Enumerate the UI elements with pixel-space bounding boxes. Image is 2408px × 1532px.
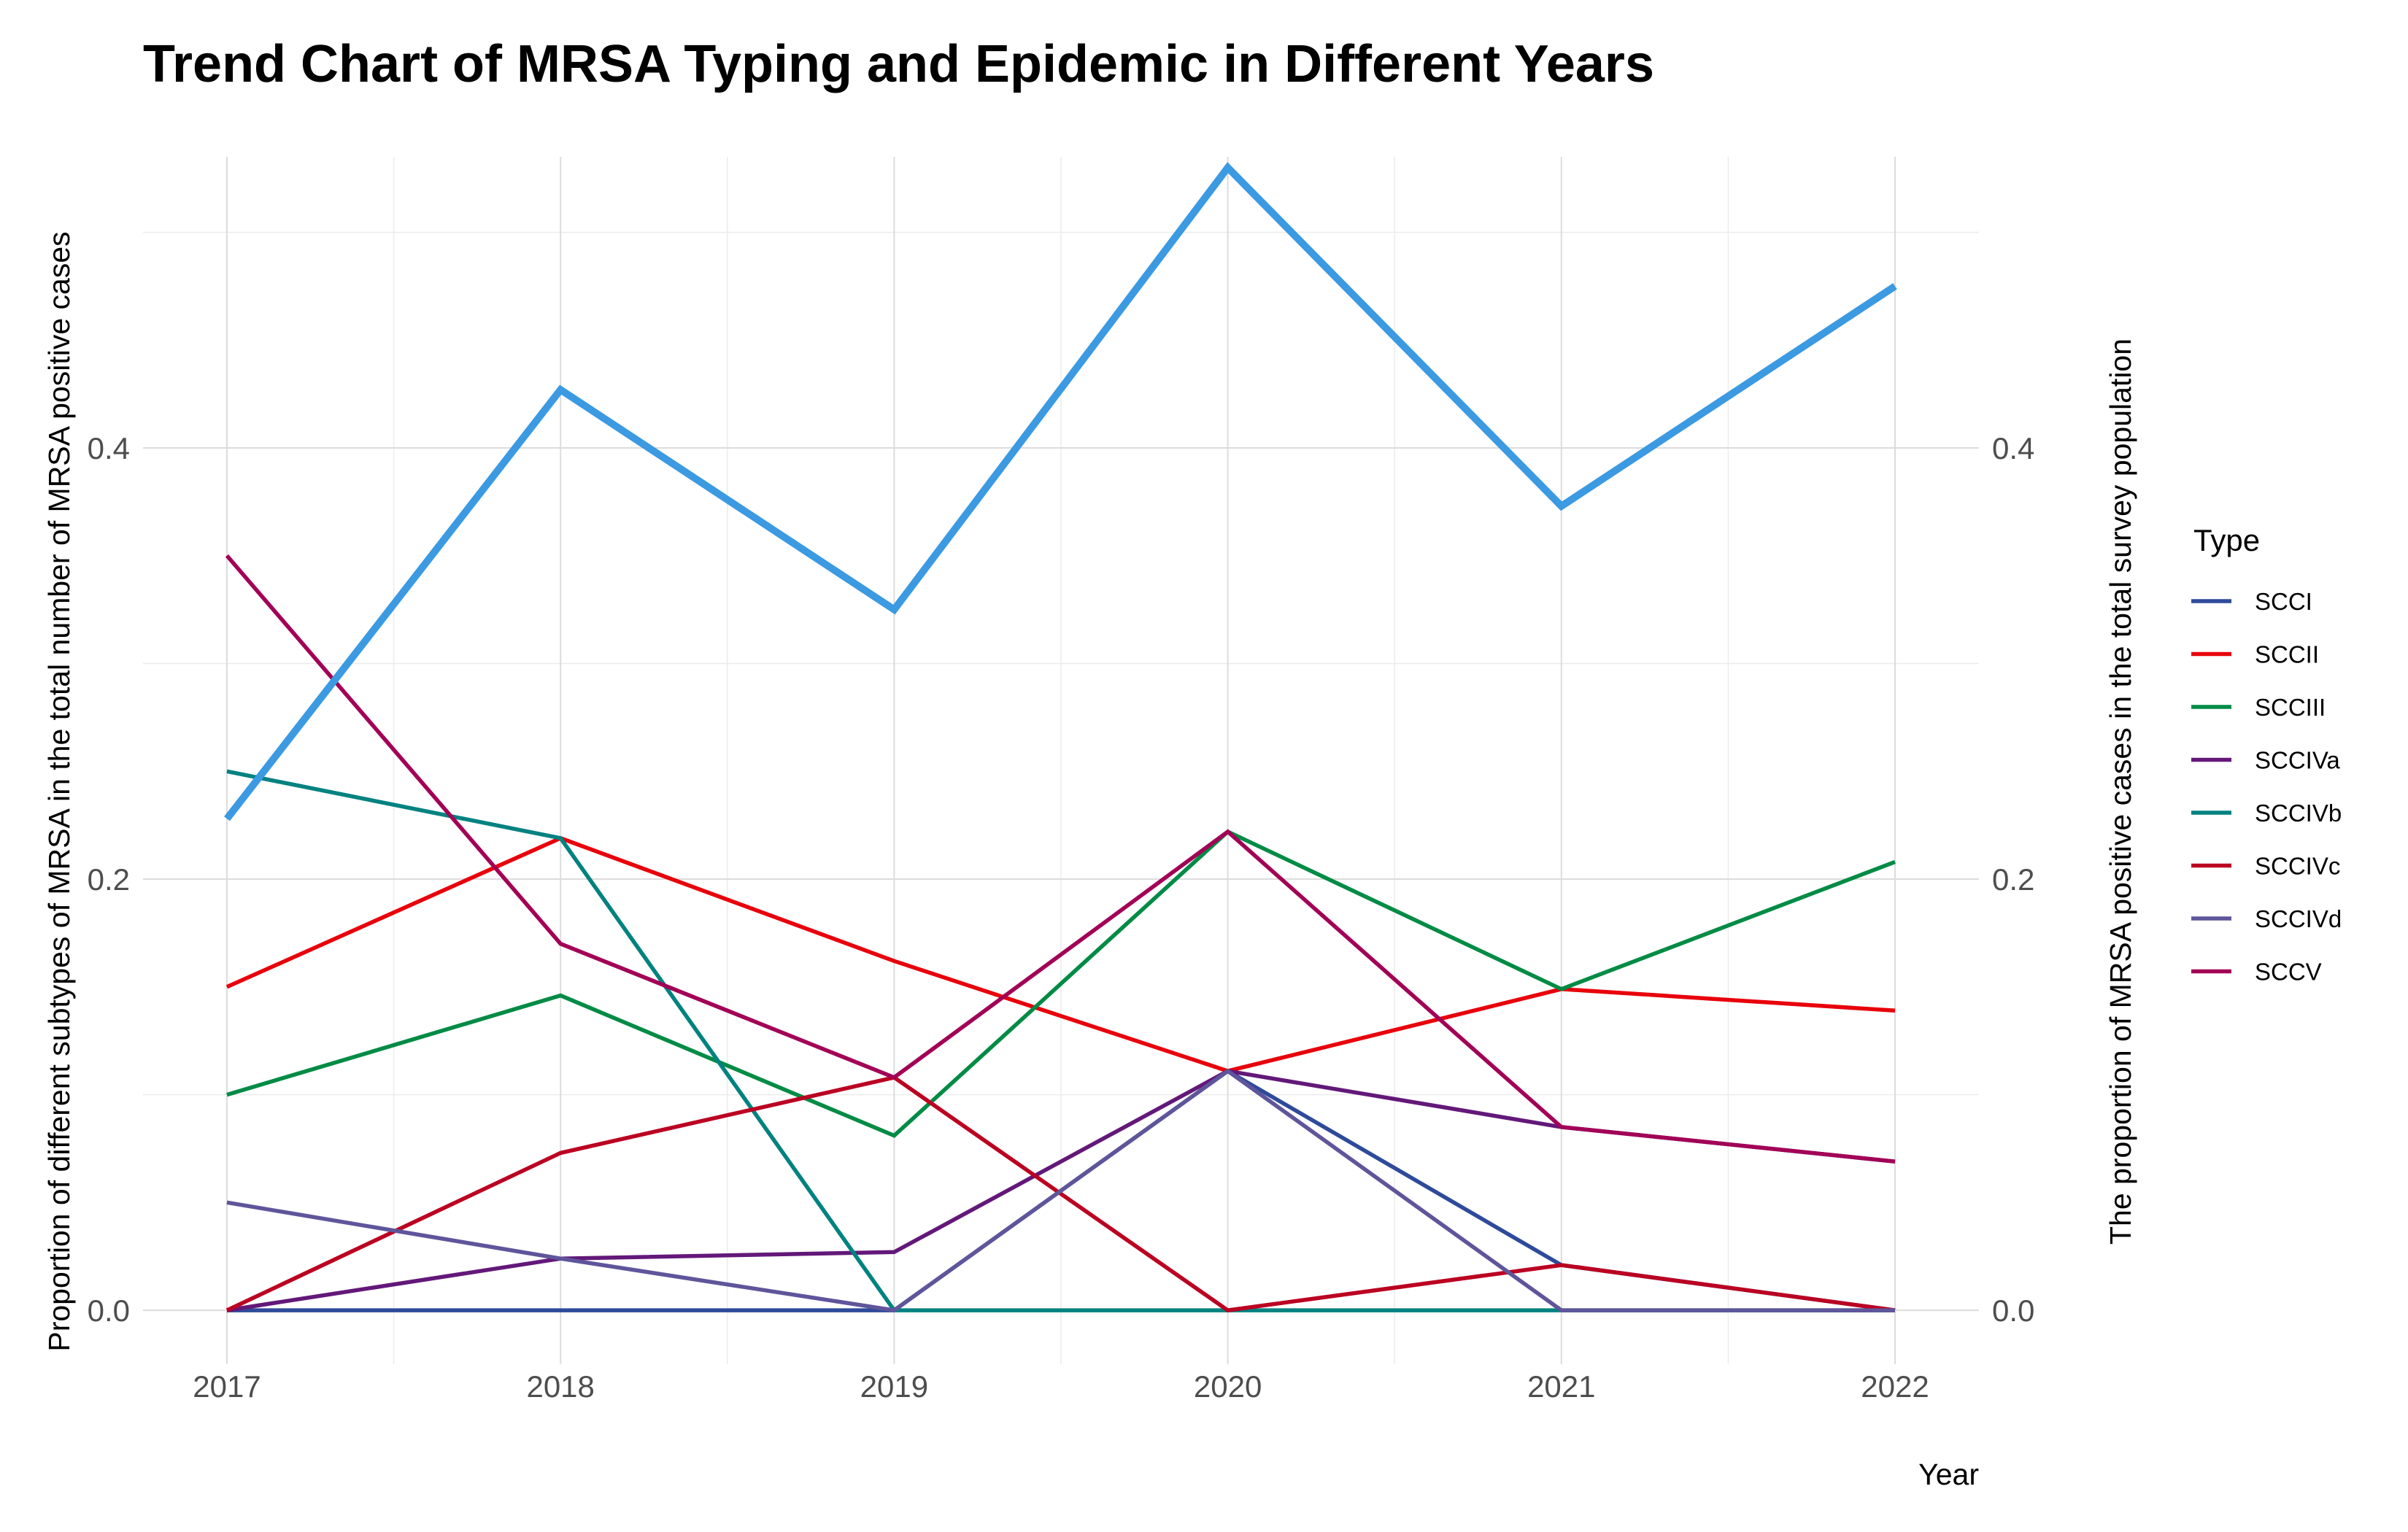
legend-label-sccivb: SCCIVb (2255, 800, 2342, 827)
y-axis-left-ticks: 0.0 0.2 0.4 (88, 431, 130, 1328)
x-tick-label: 2018 (526, 1369, 594, 1404)
series-line-scciii (226, 829, 1896, 1138)
legend: Type SCCI SCCII SCCIII SCCIVa SCCIVb SCCIVc SC… (2191, 523, 2342, 986)
series-lines (224, 162, 1897, 1312)
series-line-sccivc (225, 1075, 1896, 1312)
y-axis-right-ticks: 0.0 0.2 0.4 (1992, 431, 2034, 1328)
chart-title: Trend Chart of MRSA Typing and Epidemic … (143, 35, 1654, 93)
legend-label-scci: SCCI (2255, 588, 2312, 615)
x-tick-label: 2022 (1861, 1369, 1929, 1404)
x-tick-label: 2021 (1527, 1369, 1595, 1404)
x-axis-ticks: 2017 2018 2019 2020 2021 2022 (193, 1369, 1929, 1404)
x-tick-label: 2020 (1194, 1369, 1262, 1404)
x-axis-label: Year (1918, 1458, 1979, 1491)
series-line-sccivd (226, 1068, 1895, 1312)
y-axis-left-label: Proportion of different subtypes of MRSA… (42, 231, 76, 1351)
y-tick-label-left: 0.0 (88, 1293, 130, 1328)
legend-label-scciva: SCCIVa (2255, 747, 2340, 774)
y-tick-label-left: 0.2 (88, 862, 130, 897)
legend-label-sccii: SCCII (2255, 641, 2319, 668)
legend-title: Type (2193, 523, 2260, 557)
y-tick-label-right: 0.4 (1992, 431, 2034, 465)
legend-label-scciii: SCCIII (2255, 694, 2326, 721)
y-axis-right-label: The proportion of MRSA positive cases in… (2104, 338, 2137, 1245)
legend-label-sccivd: SCCIVd (2255, 905, 2342, 932)
x-tick-label: 2019 (860, 1369, 928, 1404)
series-line-mrsa-proportion (224, 162, 1897, 821)
grid-lines (143, 157, 1979, 1364)
legend-label-sccv: SCCV (2255, 959, 2322, 986)
x-tick-label: 2017 (193, 1369, 261, 1404)
series-line-sccii (225, 835, 1896, 1073)
y-tick-label-right: 0.2 (1992, 862, 2034, 897)
legend-label-sccivc: SCCIVc (2255, 853, 2340, 880)
series-line-sccv (225, 554, 1896, 1164)
y-tick-label-right: 0.0 (1992, 1293, 2034, 1328)
y-tick-label-left: 0.4 (88, 431, 130, 465)
